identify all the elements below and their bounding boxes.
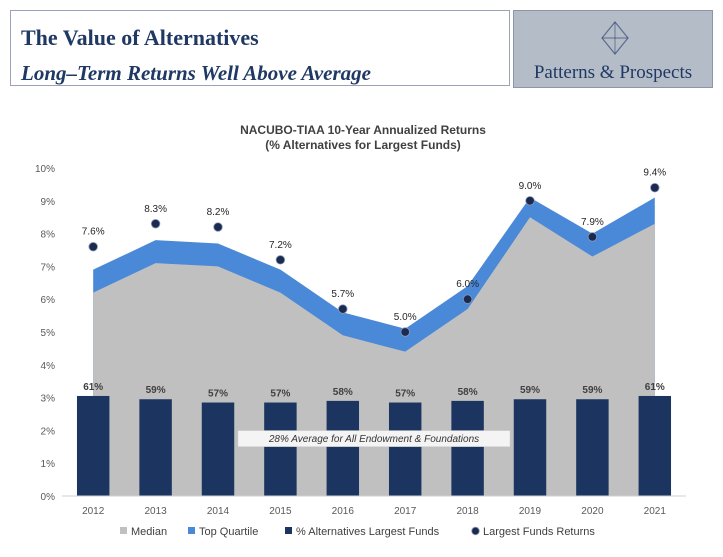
x-tick-label: 2014 bbox=[207, 506, 230, 517]
x-tick-label: 2016 bbox=[332, 506, 355, 517]
return-point-label: 7.2% bbox=[269, 240, 292, 251]
alt-bar bbox=[264, 402, 297, 496]
legend-marker bbox=[188, 527, 195, 534]
logo: Patterns & Prospects bbox=[513, 10, 713, 88]
logo-text: Patterns & Prospects bbox=[533, 62, 693, 83]
alt-bar bbox=[201, 402, 235, 496]
return-point-label: 6.0% bbox=[456, 279, 479, 290]
y-tick-label: 5% bbox=[41, 328, 56, 339]
return-point bbox=[88, 242, 98, 252]
return-point-label: 5.7% bbox=[331, 289, 354, 300]
x-tick-label: 2021 bbox=[644, 506, 667, 517]
x-tick-label: 2015 bbox=[269, 506, 292, 517]
y-tick-label: 10% bbox=[35, 164, 55, 175]
return-point-label: 8.2% bbox=[207, 207, 230, 218]
header: The Value of Alternatives Long–Term Retu… bbox=[0, 0, 723, 95]
return-point bbox=[587, 232, 598, 242]
alt-bar-label: 59% bbox=[146, 385, 166, 396]
x-tick-label: 2013 bbox=[144, 506, 167, 517]
legend-marker bbox=[471, 526, 480, 536]
alt-bar-label: 57% bbox=[208, 389, 228, 400]
alt-bar-label: 61% bbox=[83, 382, 103, 393]
y-tick-label: 0% bbox=[41, 492, 56, 503]
annotation-text: 28% Average for All Endowment & Foundati… bbox=[268, 434, 479, 445]
y-tick-label: 4% bbox=[41, 361, 56, 372]
return-point bbox=[462, 294, 473, 304]
return-point-label: 8.3% bbox=[144, 204, 167, 215]
alt-bar bbox=[451, 400, 484, 496]
x-tick-label: 2017 bbox=[394, 506, 417, 517]
return-point-label: 9.0% bbox=[519, 181, 542, 192]
return-point bbox=[275, 255, 286, 265]
return-point bbox=[650, 182, 660, 193]
return-point-label: 5.0% bbox=[394, 312, 417, 323]
page-title: The Value of Alternatives bbox=[21, 25, 259, 50]
legend-label: Top Quartile bbox=[199, 526, 258, 538]
x-tick-label: 2018 bbox=[456, 506, 479, 517]
alt-bar bbox=[513, 399, 547, 496]
chart-subtitle: (% Alternatives for Largest Funds) bbox=[265, 138, 461, 152]
legend-marker bbox=[120, 527, 127, 534]
return-point-label: 7.9% bbox=[581, 217, 604, 228]
diamond-logo-icon bbox=[601, 21, 629, 55]
return-point-label: 9.4% bbox=[643, 168, 666, 179]
y-tick-label: 1% bbox=[41, 459, 56, 470]
return-point bbox=[150, 219, 161, 229]
legend-marker bbox=[285, 527, 292, 534]
alt-bar bbox=[76, 395, 110, 496]
x-tick-label: 2012 bbox=[82, 506, 105, 517]
chart-title: NACUBO-TIAA 10-Year Annualized Returns bbox=[240, 123, 486, 137]
alt-bar bbox=[326, 400, 360, 496]
alt-bar bbox=[576, 399, 609, 496]
legend-label: Largest Funds Returns bbox=[483, 526, 595, 538]
alt-bar-label: 57% bbox=[270, 389, 290, 400]
alt-bar bbox=[388, 402, 422, 496]
y-tick-label: 9% bbox=[41, 197, 56, 208]
x-tick-label: 2019 bbox=[519, 506, 542, 517]
alt-bar-label: 58% bbox=[458, 387, 478, 398]
alt-bar bbox=[638, 395, 672, 496]
return-point bbox=[525, 196, 535, 206]
alt-bar bbox=[139, 399, 172, 496]
y-tick-label: 6% bbox=[41, 295, 56, 306]
y-tick-label: 8% bbox=[41, 230, 56, 241]
legend-label: Median bbox=[131, 526, 167, 538]
alt-bar-label: 59% bbox=[582, 385, 602, 396]
alt-bar-label: 59% bbox=[520, 385, 540, 396]
y-tick-label: 3% bbox=[41, 394, 56, 405]
return-point bbox=[213, 222, 223, 232]
annotation-box bbox=[237, 430, 511, 447]
title-box: The Value of Alternatives Long–Term Retu… bbox=[10, 10, 510, 86]
y-tick-label: 2% bbox=[41, 426, 56, 437]
return-point-label: 7.6% bbox=[82, 227, 105, 238]
legend-label: % Alternatives Largest Funds bbox=[296, 526, 440, 538]
alt-bar-label: 58% bbox=[333, 387, 353, 398]
alt-bar-label: 61% bbox=[645, 382, 665, 393]
page-subtitle: Long–Term Returns Well Above Average bbox=[21, 61, 371, 85]
return-point bbox=[338, 304, 348, 314]
return-point bbox=[400, 327, 410, 337]
y-tick-label: 7% bbox=[41, 262, 56, 273]
alt-bar-label: 57% bbox=[395, 389, 415, 400]
x-tick-label: 2020 bbox=[581, 506, 604, 517]
returns-chart: NACUBO-TIAA 10-Year Annualized Returns (… bbox=[35, 123, 686, 538]
